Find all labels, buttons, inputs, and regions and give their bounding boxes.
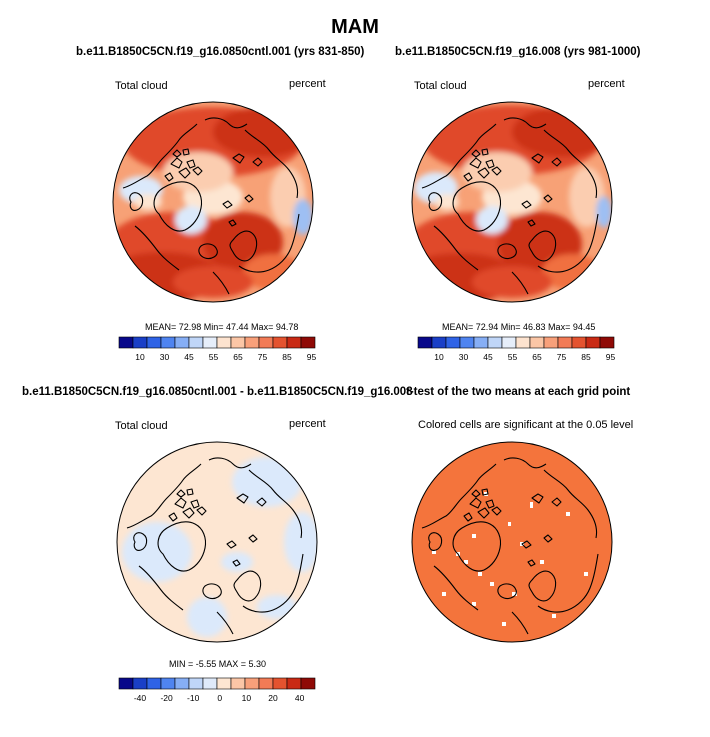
top-left-panel-title: b.e11.B1850C5CN.f19_g16.0850cntl.001 (yr… — [76, 46, 365, 58]
colorbar-swatch — [216, 677, 232, 690]
colorbar-swatch — [543, 336, 559, 349]
top-left-stats: MEAN= 72.98 Min= 47.44 Max= 94.78 — [145, 322, 299, 332]
colorbar-swatch — [188, 336, 204, 349]
colorbar-swatch — [445, 336, 461, 349]
colorbar-tick-label: 65 — [532, 352, 542, 362]
top-left-variable-label: Total cloud — [115, 80, 168, 92]
colorbar-swatch — [174, 677, 190, 690]
colorbar-swatch — [272, 677, 288, 690]
colorbar-tick-label: 10 — [242, 693, 252, 703]
season-title: MAM — [331, 16, 379, 38]
bottom-right-ttest-map — [411, 441, 613, 643]
colorbar-swatch — [515, 336, 531, 349]
colorbar-swatch — [272, 336, 288, 349]
colorbar-swatch — [118, 336, 134, 349]
colorbar-tick-label: 45 — [483, 352, 493, 362]
colorbar-swatch — [202, 336, 218, 349]
colorbar-swatch — [244, 336, 260, 349]
colorbar-tick-label: 55 — [209, 352, 219, 362]
colorbar-swatch — [258, 336, 274, 349]
colorbar-swatch — [258, 677, 274, 690]
colorbar-tick-label: 45 — [184, 352, 194, 362]
colorbar-swatch — [529, 336, 545, 349]
top-right-panel-title: b.e11.B1850C5CN.f19_g16.008 (yrs 981-100… — [395, 46, 641, 58]
colorbar-swatch — [473, 336, 489, 349]
colorbar-swatch — [557, 336, 573, 349]
colorbar-swatch — [571, 336, 587, 349]
colorbar-swatch — [230, 677, 246, 690]
colorbar-swatch — [501, 336, 517, 349]
top-right-variable-label: Total cloud — [414, 80, 467, 92]
bottom-left-difference-map — [116, 441, 318, 643]
colorbar-swatch — [160, 336, 176, 349]
bottom-left-panel-title: b.e11.B1850C5CN.f19_g16.0850cntl.001 - b… — [22, 386, 413, 398]
colorbar-tick-label: 75 — [557, 352, 567, 362]
colorbar-swatch — [417, 336, 433, 349]
colorbar-swatch — [174, 336, 190, 349]
colorbar-swatch — [230, 336, 246, 349]
colorbar-tick-label: 85 — [282, 352, 292, 362]
colorbar-tick-label: -40 — [134, 693, 147, 703]
colorbar-tick-label: 10 — [135, 352, 145, 362]
colorbar-swatch — [300, 677, 316, 690]
colorbar-swatch — [244, 677, 260, 690]
colorbar-tick-label: 75 — [258, 352, 268, 362]
bottom-left-stats: MIN = -5.55 MAX = 5.30 — [169, 659, 267, 669]
bottom-left-units-label: percent — [289, 418, 326, 430]
colorbar-swatch — [286, 336, 302, 349]
colorbar-swatch — [146, 677, 162, 690]
bottom-right-panel-title: t-test of the two means at each grid poi… — [406, 386, 631, 398]
top-left-units-label: percent — [289, 78, 326, 90]
colorbar-tick-label: 95 — [307, 352, 317, 362]
colorbar-swatch — [585, 336, 601, 349]
colorbar-swatch — [300, 336, 316, 349]
colorbar-tick-label: 65 — [233, 352, 243, 362]
top-right-stats: MEAN= 72.94 Min= 46.83 Max= 94.45 — [442, 322, 596, 332]
colorbar-swatch — [216, 336, 232, 349]
colorbar-tick-label: -10 — [187, 693, 200, 703]
bottom-left-colorbar: -40 -20 -10 0 10 20 40 — [118, 677, 316, 703]
colorbar-tick-label: 10 — [434, 352, 444, 362]
top-right-map — [411, 101, 613, 303]
bottom-left-variable-label: Total cloud — [115, 420, 168, 432]
colorbar-swatch — [188, 677, 204, 690]
colorbar-swatch — [286, 677, 302, 690]
colorbar-tick-label: -20 — [160, 693, 173, 703]
colorbar-tick-label: 95 — [606, 352, 616, 362]
colorbar-tick-label: 20 — [268, 693, 278, 703]
colorbar-swatch — [160, 677, 176, 690]
colorbar-tick-label: 40 — [295, 693, 305, 703]
bottom-right-subtitle: Colored cells are significant at the 0.0… — [418, 419, 634, 431]
colorbar-tick-label: 0 — [217, 693, 222, 703]
top-left-colorbar: 10 30 45 55 65 75 85 95 — [118, 336, 317, 362]
colorbar-swatch — [146, 336, 162, 349]
colorbar-tick-label: 30 — [160, 352, 170, 362]
top-right-units-label: percent — [588, 78, 625, 90]
colorbar-tick-label: 55 — [508, 352, 518, 362]
colorbar-swatch — [132, 677, 148, 690]
colorbar-swatch — [487, 336, 503, 349]
top-right-colorbar: 10 30 45 55 65 75 85 95 — [417, 336, 616, 362]
colorbar-swatch — [599, 336, 615, 349]
colorbar-tick-label: 30 — [459, 352, 469, 362]
colorbar-swatch — [132, 336, 148, 349]
colorbar-swatch — [118, 677, 134, 690]
top-left-map — [112, 101, 314, 303]
colorbar-swatch — [202, 677, 218, 690]
colorbar-tick-label: 85 — [581, 352, 591, 362]
colorbar-swatch — [459, 336, 475, 349]
colorbar-swatch — [431, 336, 447, 349]
